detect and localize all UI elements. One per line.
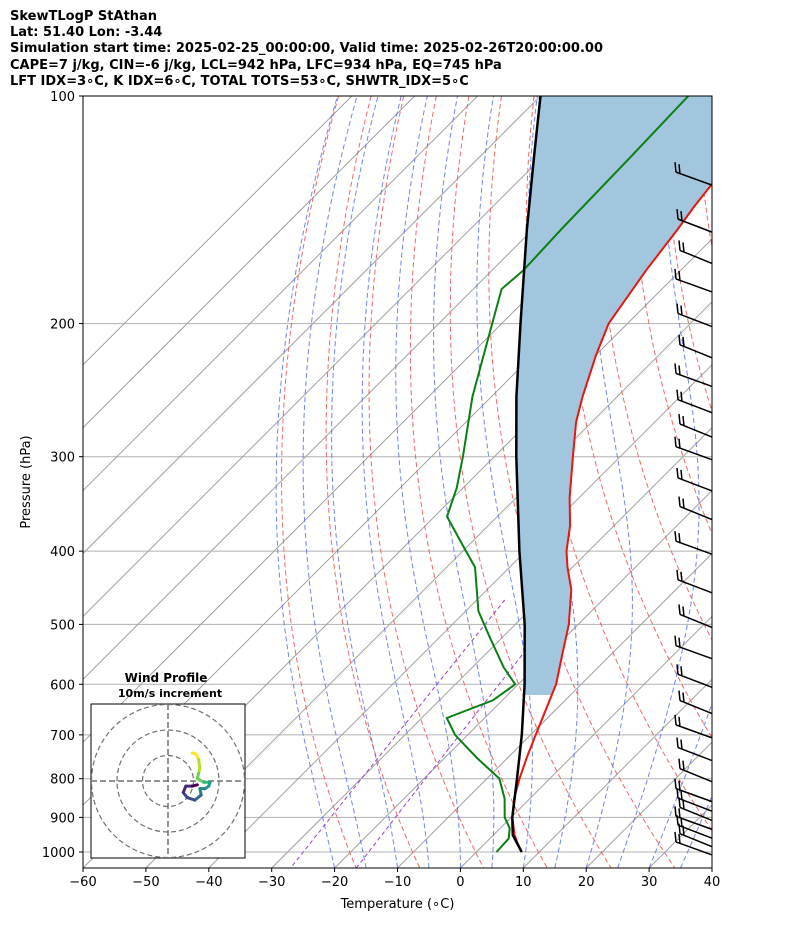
wind-barb [676,664,713,688]
wind-barb [678,758,713,783]
wind-barb [678,797,713,822]
hodograph-segment [197,757,202,770]
wind-barb [676,303,713,328]
y-tick-label: 800 [50,773,75,788]
wind-barb [674,635,713,660]
moist-adiabat [476,96,533,868]
moist-adiabat [302,96,367,868]
y-tick-label: 900 [50,811,75,826]
wind-barb [676,209,713,233]
y-axis-label: Pressure (hPa) [19,435,34,528]
moist-adiabat [617,96,700,868]
isotherm-line [83,96,353,366]
x-tick-label: −10 [384,875,411,890]
x-tick-label: −30 [258,875,285,890]
wind-barb [678,496,713,521]
y-tick-label: 400 [50,545,75,560]
wind-barb [678,604,713,629]
dry-adiabat [488,96,676,868]
moist-adiabat [433,96,495,868]
x-tick-label: 0 [456,875,464,890]
x-tick-label: −50 [132,875,159,890]
x-axis-label: Temperature (∘C) [340,897,455,912]
moist-adiabat [361,96,430,868]
wind-barb [674,531,713,555]
cape-area [516,96,712,695]
x-tick-label: 10 [515,875,532,890]
moist-adiabat [680,795,712,868]
y-tick-label: 600 [50,678,75,693]
index-line: LFT IDX=3∘C, K IDX=6∘C, TOTAL TOTS=53∘C,… [10,74,469,89]
wind-barb [674,363,713,388]
hodograph-segment [190,783,199,788]
dry-adiabat [730,96,794,868]
dry-adiabat [762,96,794,868]
isotherm-line [83,96,604,618]
isotherm-line [397,552,712,868]
mixing-ratio-line [290,599,506,868]
isotherm-line [271,426,712,868]
wind-barb [678,690,713,715]
wind-barb [678,823,713,848]
moist-adiabat [395,96,461,868]
isotherm-line [83,96,541,555]
location-line: Lat: 51.40 Lon: -3.44 [10,25,163,40]
moist-adiabat [585,96,633,868]
wind-barb [674,436,713,461]
dry-adiabat [449,96,612,868]
dry-adiabat [368,96,485,868]
wind-barb [674,714,713,739]
x-tick-label: 20 [578,875,595,890]
y-tick-label: 200 [50,318,75,333]
moist-adiabat [331,96,398,868]
wind-barb [676,389,713,414]
wind-barb [676,467,713,492]
isotherm-line [711,867,712,868]
hodograph-area [91,704,245,858]
isotherm-line [83,96,478,492]
wind-barb [676,569,713,594]
moist-adiabat [711,866,712,868]
wind-barb [674,806,713,831]
time-line: Simulation start time: 2025-02-25_00:00:… [10,41,603,56]
wind-barb [678,240,713,265]
wind-barb [674,162,713,186]
y-tick-label: 1000 [42,846,75,861]
y-tick-label: 500 [50,618,75,633]
dry-adiabat [696,96,712,250]
chart-title: SkewTLogP StAthan [10,9,158,24]
dry-adiabat [281,96,357,868]
isotherm-line [334,489,712,868]
wind-barb [676,737,713,762]
wind-barb [678,413,713,438]
wind-barb [674,778,713,803]
x-tick-label: −20 [321,875,348,890]
y-tick-label: 100 [50,90,75,105]
wind-barb [674,268,713,293]
y-tick-label: 300 [50,451,75,466]
y-tick-label: 700 [50,729,75,744]
moist-adiabat [275,96,339,868]
x-tick-label: −60 [69,875,96,890]
hodograph-title: Wind Profile [125,671,208,685]
dry-adiabat [409,96,548,868]
isotherm-line [460,615,712,868]
x-tick-label: −40 [195,875,222,890]
x-tick-label: 30 [641,875,658,890]
dry-adiabat [325,96,421,868]
parcel-path [511,96,542,853]
wind-barb [678,334,713,359]
isotherm-line [83,96,416,429]
hodograph-inset: Wind Profile 10m/s increment [90,671,246,859]
cape-line: CAPE=7 j/kg, CIN=-6 j/kg, LCL=942 hPa, L… [10,58,502,73]
moist-adiabat [648,702,712,868]
hodograph-subtitle: 10m/s increment [118,687,222,700]
x-tick-label: 40 [704,875,721,890]
dewpoint-line [445,96,690,853]
wind-barb [674,831,713,856]
isotherm-line [522,678,712,868]
